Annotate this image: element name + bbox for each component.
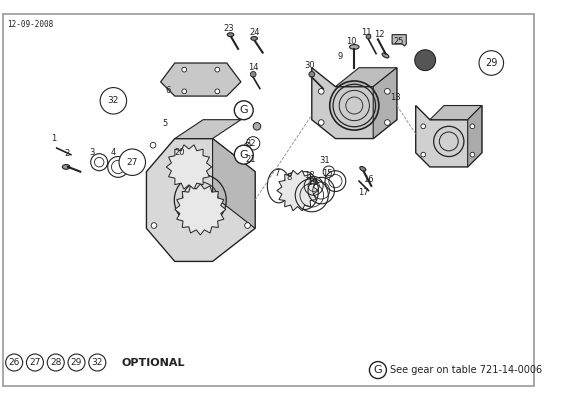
- Polygon shape: [373, 68, 397, 138]
- Circle shape: [119, 149, 145, 176]
- Text: 5: 5: [162, 119, 168, 128]
- Text: G: G: [240, 150, 248, 160]
- Circle shape: [215, 67, 220, 72]
- Text: 17: 17: [358, 188, 369, 197]
- Polygon shape: [175, 120, 241, 138]
- Circle shape: [150, 142, 156, 148]
- Circle shape: [235, 145, 253, 164]
- Circle shape: [385, 120, 390, 125]
- Text: 7: 7: [274, 169, 279, 178]
- Circle shape: [182, 89, 187, 94]
- Polygon shape: [161, 63, 241, 96]
- Text: 15: 15: [321, 169, 332, 178]
- Circle shape: [245, 223, 250, 228]
- Text: 1: 1: [51, 134, 56, 143]
- Polygon shape: [212, 138, 255, 228]
- Polygon shape: [392, 35, 406, 46]
- Polygon shape: [312, 68, 397, 138]
- Ellipse shape: [360, 166, 366, 171]
- Text: G: G: [240, 105, 248, 115]
- Text: 4: 4: [111, 148, 116, 157]
- Circle shape: [385, 88, 390, 94]
- Circle shape: [68, 354, 85, 371]
- Text: 3: 3: [89, 148, 94, 157]
- Polygon shape: [430, 106, 482, 120]
- Circle shape: [421, 152, 425, 157]
- Text: 13: 13: [390, 94, 400, 102]
- Text: 29: 29: [485, 58, 498, 68]
- Circle shape: [6, 354, 23, 371]
- Circle shape: [151, 223, 157, 228]
- Text: 18: 18: [304, 171, 314, 180]
- Text: 21: 21: [245, 155, 256, 164]
- Circle shape: [215, 89, 220, 94]
- Circle shape: [250, 72, 256, 77]
- Circle shape: [319, 88, 324, 94]
- Text: 12-09-2008: 12-09-2008: [7, 20, 54, 30]
- Text: 31: 31: [320, 156, 331, 165]
- Circle shape: [245, 142, 250, 148]
- Circle shape: [27, 354, 44, 371]
- Text: 19: 19: [307, 178, 318, 186]
- Text: OPTIONAL: OPTIONAL: [122, 358, 185, 368]
- Circle shape: [309, 72, 315, 77]
- Polygon shape: [175, 184, 226, 235]
- Text: 32: 32: [91, 358, 103, 367]
- Text: 28: 28: [50, 358, 61, 367]
- Text: 14: 14: [248, 63, 258, 72]
- Circle shape: [182, 67, 187, 72]
- Polygon shape: [335, 68, 397, 87]
- Text: 26: 26: [9, 358, 20, 367]
- Text: 27: 27: [127, 158, 138, 167]
- Text: See gear on table 721-14-0006: See gear on table 721-14-0006: [390, 365, 542, 375]
- Polygon shape: [147, 138, 255, 262]
- Circle shape: [100, 88, 127, 114]
- Circle shape: [47, 354, 64, 371]
- Circle shape: [369, 362, 386, 378]
- Polygon shape: [467, 106, 482, 167]
- Circle shape: [479, 51, 504, 75]
- Text: 12: 12: [374, 30, 385, 39]
- Text: 6: 6: [165, 86, 171, 95]
- Circle shape: [421, 124, 425, 129]
- Circle shape: [89, 354, 106, 371]
- Text: 9: 9: [337, 52, 343, 61]
- Circle shape: [319, 120, 324, 125]
- Circle shape: [253, 122, 261, 130]
- Ellipse shape: [227, 33, 234, 36]
- Ellipse shape: [62, 164, 70, 169]
- Ellipse shape: [382, 53, 389, 58]
- Polygon shape: [277, 170, 319, 211]
- Polygon shape: [416, 106, 482, 167]
- Text: 2: 2: [64, 149, 70, 158]
- Text: 25: 25: [394, 37, 404, 46]
- Text: 10: 10: [346, 37, 357, 46]
- Ellipse shape: [251, 36, 257, 40]
- Text: 30: 30: [304, 61, 315, 70]
- Text: 27: 27: [30, 358, 41, 367]
- Text: 23: 23: [223, 24, 234, 32]
- Text: 20: 20: [174, 148, 185, 157]
- Text: 11: 11: [361, 28, 372, 37]
- Text: 29: 29: [71, 358, 82, 367]
- Text: 32: 32: [108, 96, 119, 105]
- Circle shape: [470, 152, 475, 157]
- Polygon shape: [166, 145, 212, 189]
- Circle shape: [235, 101, 253, 120]
- Ellipse shape: [349, 44, 359, 49]
- Circle shape: [470, 124, 475, 129]
- Text: 22: 22: [245, 139, 256, 148]
- Ellipse shape: [415, 50, 436, 70]
- Circle shape: [366, 34, 371, 39]
- Text: 16: 16: [363, 175, 374, 184]
- Text: 24: 24: [250, 28, 260, 37]
- Text: 8: 8: [286, 173, 292, 182]
- Text: G: G: [374, 365, 382, 375]
